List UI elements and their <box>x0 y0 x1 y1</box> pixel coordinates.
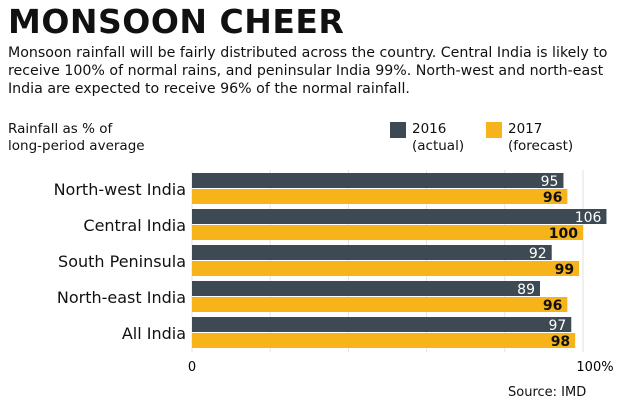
bar-2017 <box>192 261 580 276</box>
bar-2016 <box>192 173 564 188</box>
data-label: 99 <box>555 262 574 278</box>
data-label: 96 <box>543 298 562 314</box>
legend-note: (actual) <box>412 138 465 154</box>
bar-2017 <box>192 297 568 312</box>
category-label: North-west India <box>54 180 186 199</box>
bar-2017 <box>192 333 576 348</box>
data-label: 100 <box>549 226 578 242</box>
data-label: 106 <box>575 210 602 226</box>
source-note: Source: IMD <box>508 385 587 400</box>
bar-2016 <box>192 245 552 260</box>
legend-label: 2016 <box>412 121 447 137</box>
axis-label-line2: long-period average <box>8 138 145 154</box>
legend-label: 2017 <box>508 121 543 137</box>
chart-subtitle: Monsoon rainfall will be fairly distribu… <box>8 45 608 97</box>
category-label: Central India <box>83 216 186 235</box>
bar-2016 <box>192 209 607 224</box>
legend-swatch-2017 <box>486 122 502 138</box>
bar-2017 <box>192 225 583 240</box>
bar-2016 <box>192 281 540 296</box>
category-label: South Peninsula <box>58 252 186 271</box>
axis-label-line1: Rainfall as % of <box>8 121 113 137</box>
bar-2016 <box>192 317 572 332</box>
data-label: 92 <box>529 246 547 262</box>
category-label: All India <box>122 324 186 343</box>
data-label: 97 <box>548 318 566 334</box>
legend-2017: 2017 (forecast) <box>486 121 574 155</box>
x-tick-label: 100% <box>576 360 613 375</box>
data-label: 96 <box>543 190 562 206</box>
x-tick-label: 0 <box>188 360 196 375</box>
legend-2016: 2016 (actual) <box>390 121 465 155</box>
legend-note: (forecast) <box>508 138 574 154</box>
category-label: North-east India <box>57 288 186 307</box>
axis-label: Rainfall as % of long-period average <box>8 121 145 155</box>
data-label: 98 <box>551 334 570 350</box>
data-label: 95 <box>541 174 559 190</box>
legend-swatch-2016 <box>390 122 406 138</box>
bar-2017 <box>192 189 568 204</box>
chart-title: MONSOON CHEER <box>8 2 345 41</box>
data-label: 89 <box>517 282 535 298</box>
